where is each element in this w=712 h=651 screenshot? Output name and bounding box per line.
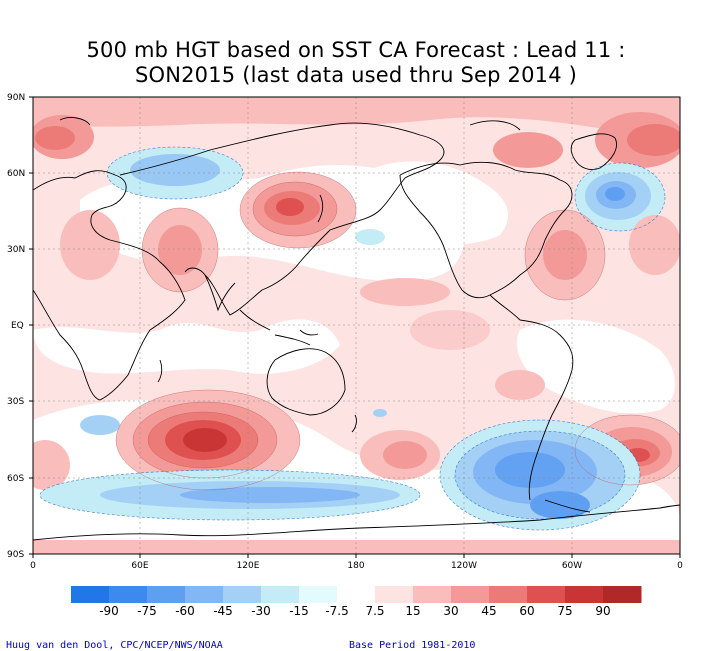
lon-label-60e: 60E bbox=[131, 561, 148, 571]
colorbar bbox=[71, 586, 642, 603]
colorbar-swatch bbox=[337, 586, 376, 603]
credit-author: Huug van den Dool, CPC/NCEP/NWS/NOAA bbox=[6, 640, 223, 651]
colorbar-tick-label: 75 bbox=[557, 604, 573, 618]
colorbar-tick-label: -30 bbox=[251, 604, 271, 618]
colorbar-tick-label: 7.5 bbox=[365, 604, 385, 618]
lon-label-0-west: 0 bbox=[30, 561, 36, 571]
colorbar-tick-label: -75 bbox=[137, 604, 157, 618]
graticule bbox=[33, 97, 680, 554]
lat-label-30s: 30S bbox=[7, 397, 24, 407]
colorbar-tick-label: 90 bbox=[595, 604, 611, 618]
lat-label-90s: 90S bbox=[7, 550, 24, 560]
colorbar-swatch bbox=[451, 586, 490, 603]
anomaly-field bbox=[33, 97, 680, 554]
colorbar-tick-label: -7.5 bbox=[325, 604, 349, 618]
colorbar-swatch bbox=[109, 586, 148, 603]
colorbar-tick-label: 60 bbox=[519, 604, 535, 618]
colorbar-swatch bbox=[71, 586, 110, 603]
colorbar-swatch bbox=[489, 586, 528, 603]
lat-label-90n: 90N bbox=[7, 93, 25, 103]
neutral-region-se bbox=[516, 319, 675, 414]
neutral-region-trop bbox=[33, 319, 340, 374]
colorbar-swatch bbox=[527, 586, 566, 603]
neutral-region-pac bbox=[330, 161, 509, 245]
lon-label-120w: 120W bbox=[451, 561, 477, 571]
colorbar-tick-label: 45 bbox=[481, 604, 497, 618]
lon-label-0-east: 0 bbox=[677, 561, 683, 571]
lat-label-60n: 60N bbox=[7, 169, 25, 179]
colorbar-swatch bbox=[261, 586, 300, 603]
credit-base-period: Base Period 1981-2010 bbox=[349, 640, 476, 651]
lon-label-180: 180 bbox=[347, 561, 364, 571]
colorbar-swatch bbox=[603, 586, 642, 603]
lon-label-60w: 60W bbox=[562, 561, 582, 571]
colorbar-tick-label: -45 bbox=[213, 604, 233, 618]
lat-label-30n: 30N bbox=[7, 245, 25, 255]
colorbar-tick-label: -15 bbox=[289, 604, 309, 618]
colorbar-tick-label: -90 bbox=[99, 604, 119, 618]
map-title-line1: 500 mb HGT based on SST CA Forecast : Le… bbox=[86, 38, 626, 62]
colorbar-tick-label: -60 bbox=[175, 604, 195, 618]
colorbar-swatch bbox=[185, 586, 224, 603]
lat-label-eq: EQ bbox=[11, 321, 24, 331]
map-title-line2: SON2015 (last data used thru Sep 2014 ) bbox=[134, 63, 578, 87]
lat-label-60s: 60S bbox=[7, 474, 24, 484]
colorbar-swatch bbox=[375, 586, 414, 603]
colorbar-tick-label: 30 bbox=[443, 604, 459, 618]
colorbar-swatch bbox=[223, 586, 262, 603]
colorbar-tick-label: 15 bbox=[405, 604, 421, 618]
colorbar-swatch bbox=[413, 586, 452, 603]
colorbar-swatch bbox=[299, 586, 338, 603]
coastlines bbox=[33, 117, 680, 541]
colorbar-swatch bbox=[565, 586, 604, 603]
colorbar-swatch bbox=[147, 586, 186, 603]
lon-label-120e: 120E bbox=[237, 561, 260, 571]
